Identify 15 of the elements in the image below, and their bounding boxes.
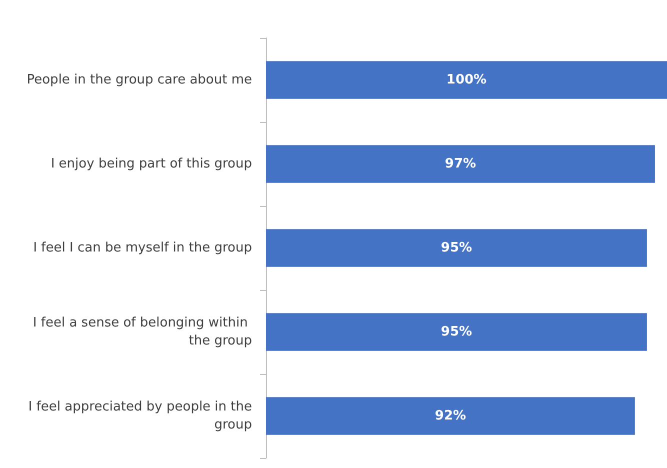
data-label: 97% [444,156,476,172]
y-tick-label: I feel I can be myself in the group [33,240,252,256]
bar [266,61,667,99]
data-label: 92% [434,408,466,424]
y-tick-label: I feel appreciated by people in the group [28,400,252,432]
bar [266,229,647,267]
y-tick-label: People in the group care about me [26,72,252,88]
data-label: 95% [440,240,472,256]
bar [266,313,647,351]
y-tick-label: I enjoy being part of this group [50,156,252,172]
data-label: 100% [446,72,487,88]
y-tick-label: I feel a sense of belonging within the group [32,316,252,348]
bar [266,397,635,435]
data-label: 95% [440,324,472,340]
bar [266,145,655,183]
